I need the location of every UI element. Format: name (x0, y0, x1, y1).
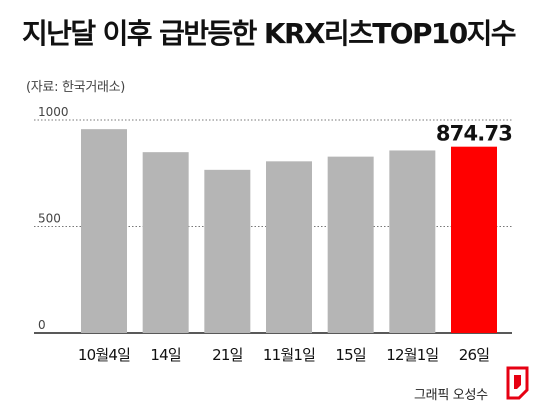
x-tick-label: 10월4일 (78, 346, 130, 364)
data-label: 874.73 (436, 122, 512, 146)
y-tick-label: 500 (38, 212, 61, 226)
bar (451, 146, 497, 333)
bar (327, 156, 374, 333)
y-tick-label: 1000 (38, 105, 69, 119)
x-tick-label: 11월1일 (263, 346, 315, 364)
x-tick-label: 14일 (150, 346, 181, 364)
x-tick-label: 26일 (459, 346, 490, 364)
bar (204, 169, 251, 333)
x-tick-label: 21일 (212, 346, 243, 364)
source-note: (자료: 한국거래소) (26, 80, 126, 95)
bar (266, 161, 312, 333)
x-tick-label: 12월1일 (386, 346, 438, 364)
x-tick-label: 15일 (335, 346, 366, 364)
chart-title: 지난달 이후 급반등한 KRX리츠TOP10지수 (22, 17, 517, 50)
publisher-logo-icon (506, 366, 529, 400)
bar (142, 152, 189, 333)
graphic-credit: 그래픽 오성수 (414, 388, 488, 403)
bar (389, 150, 436, 333)
y-tick-label: 0 (38, 318, 46, 332)
bar (81, 129, 127, 333)
